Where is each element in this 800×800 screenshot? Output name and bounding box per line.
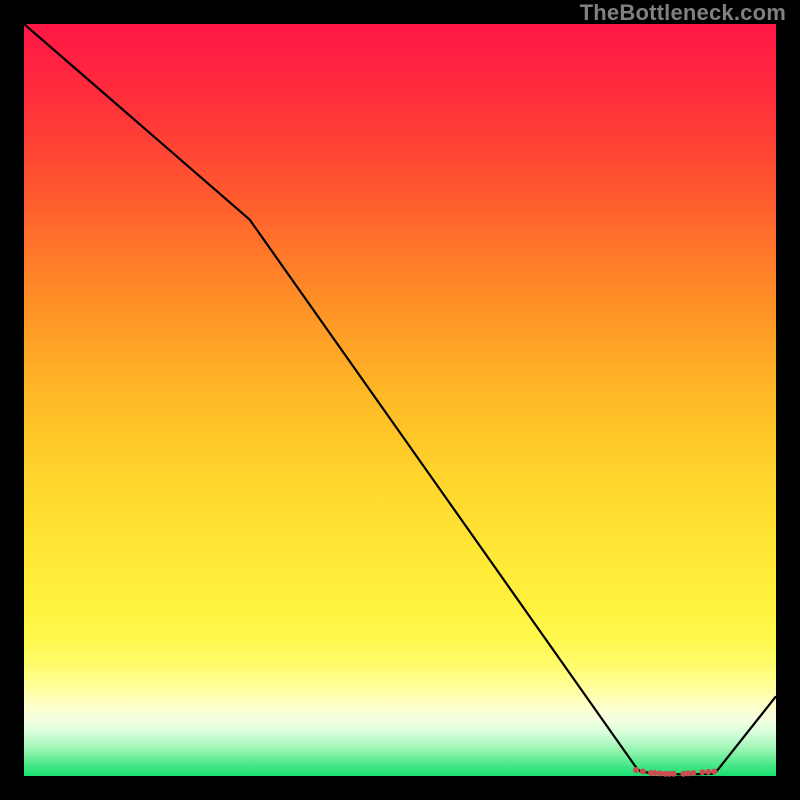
marker-dot bbox=[671, 771, 677, 777]
marker-dot bbox=[640, 768, 646, 774]
marker-dot bbox=[657, 770, 663, 776]
bottleneck-chart bbox=[0, 0, 800, 800]
marker-dot bbox=[699, 769, 705, 775]
marker-dot bbox=[685, 770, 691, 776]
marker-dot bbox=[705, 769, 711, 775]
marker-dot bbox=[711, 768, 717, 774]
watermark-text: TheBottleneck.com bbox=[580, 0, 786, 26]
marker-dot bbox=[652, 770, 658, 776]
marker-dot bbox=[690, 770, 696, 776]
plot-background-gradient bbox=[24, 24, 776, 776]
marker-dot bbox=[633, 767, 639, 773]
figure-container: TheBottleneck.com bbox=[0, 0, 800, 800]
